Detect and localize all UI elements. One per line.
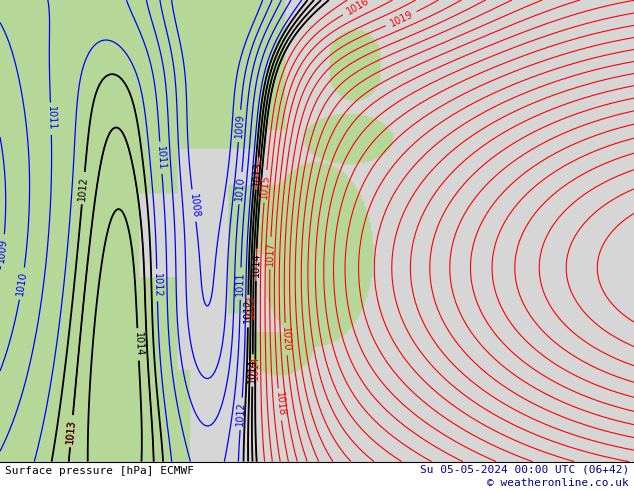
Text: 1010: 1010 bbox=[235, 175, 247, 201]
Text: 1010: 1010 bbox=[15, 271, 29, 296]
Text: 1015: 1015 bbox=[259, 173, 271, 199]
Text: Surface pressure [hPa] ECMWF: Surface pressure [hPa] ECMWF bbox=[5, 466, 194, 476]
Text: 1014: 1014 bbox=[251, 252, 261, 277]
Text: 1014: 1014 bbox=[250, 355, 261, 380]
Text: 1019: 1019 bbox=[388, 9, 415, 28]
Text: 1009: 1009 bbox=[234, 113, 245, 139]
Text: 1016: 1016 bbox=[344, 0, 371, 17]
Text: 1011: 1011 bbox=[235, 271, 246, 296]
Text: 1017: 1017 bbox=[265, 241, 276, 266]
Text: 1013: 1013 bbox=[245, 294, 256, 319]
Text: 1013: 1013 bbox=[65, 418, 77, 444]
Text: 1012: 1012 bbox=[243, 299, 254, 323]
Text: 1020: 1020 bbox=[280, 326, 292, 352]
Text: 1011: 1011 bbox=[46, 106, 56, 131]
Text: 1014: 1014 bbox=[247, 358, 257, 383]
Text: 1012: 1012 bbox=[235, 401, 247, 426]
Text: 1012: 1012 bbox=[77, 175, 89, 201]
Text: 1014: 1014 bbox=[133, 332, 144, 357]
Text: Su 05-05-2024 00:00 UTC (06+42): Su 05-05-2024 00:00 UTC (06+42) bbox=[420, 465, 629, 474]
Text: 1008: 1008 bbox=[188, 193, 200, 218]
Text: 1009: 1009 bbox=[0, 238, 9, 263]
Text: 1013: 1013 bbox=[251, 161, 263, 186]
Text: 1013: 1013 bbox=[65, 418, 77, 444]
Text: 1011: 1011 bbox=[155, 145, 167, 170]
Text: 1012: 1012 bbox=[152, 272, 162, 297]
Text: © weatheronline.co.uk: © weatheronline.co.uk bbox=[487, 478, 629, 488]
Text: 1018: 1018 bbox=[273, 392, 286, 417]
